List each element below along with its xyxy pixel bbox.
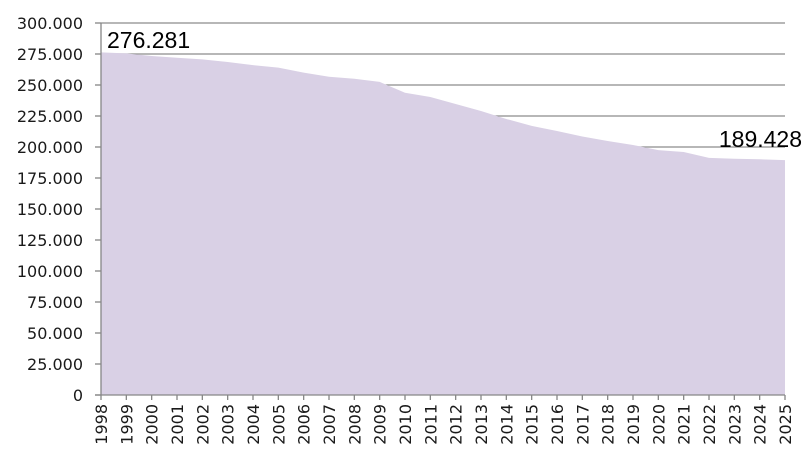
x-tick-label: 2024: [751, 404, 770, 445]
x-tick-label: 2008: [345, 404, 364, 445]
y-tick-label: 275.000: [17, 45, 83, 64]
x-tick-label: 2002: [193, 404, 212, 445]
data-label: 276.281: [107, 27, 190, 53]
y-tick-label: 150.000: [17, 200, 83, 219]
x-tick-label: 1998: [92, 404, 111, 445]
y-tick-label: 100.000: [17, 262, 83, 281]
y-tick-label: 125.000: [17, 231, 83, 250]
x-tick-label: 2018: [599, 404, 618, 445]
y-axis-ticks: 0 25.000 50.000 75.000 100.000 125.000 150.000…: [17, 14, 101, 405]
x-tick-label: 2009: [371, 404, 390, 445]
x-tick-label: 2001: [168, 404, 187, 445]
x-tick-label: 2013: [472, 404, 491, 445]
x-tick-label: 2025: [776, 404, 795, 445]
x-tick-label: 2020: [649, 404, 668, 445]
x-tick-label: 2016: [548, 404, 567, 445]
y-tick-label: 50.000: [27, 324, 83, 343]
x-tick-label: 1999: [117, 404, 136, 445]
x-tick-label: 2023: [725, 404, 744, 445]
y-tick-label: 25.000: [27, 355, 83, 374]
x-tick-label: 2004: [244, 404, 263, 445]
x-axis-ticks: 1998 1999 2000 2001 2002 2003 2004 2005 2006 2007…: [92, 395, 795, 445]
x-tick-label: 2003: [219, 404, 238, 445]
data-label: 189.428: [719, 126, 802, 152]
y-tick-label: 0: [73, 386, 83, 405]
x-tick-label: 2007: [320, 404, 339, 445]
y-tick-label: 300.000: [17, 14, 83, 33]
x-tick-label: 2017: [573, 404, 592, 445]
x-tick-label: 2011: [421, 404, 440, 445]
x-tick-label: 2021: [675, 404, 694, 445]
x-tick-label: 2022: [700, 404, 719, 445]
x-tick-label: 2014: [497, 404, 516, 445]
y-tick-label: 250.000: [17, 76, 83, 95]
y-tick-label: 75.000: [27, 293, 83, 312]
x-tick-label: 2015: [523, 404, 542, 445]
x-tick-label: 2006: [295, 404, 314, 445]
y-tick-label: 175.000: [17, 169, 83, 188]
y-tick-label: 225.000: [17, 107, 83, 126]
x-tick-label: 2019: [624, 404, 643, 445]
x-tick-label: 2005: [269, 404, 288, 445]
data-labels: 276.281 189.428: [107, 27, 802, 152]
x-tick-label: 2010: [396, 404, 415, 445]
y-tick-label: 200.000: [17, 138, 83, 157]
x-tick-label: 2000: [143, 404, 162, 445]
x-tick-label: 2012: [447, 404, 466, 445]
area-series: [101, 52, 785, 395]
